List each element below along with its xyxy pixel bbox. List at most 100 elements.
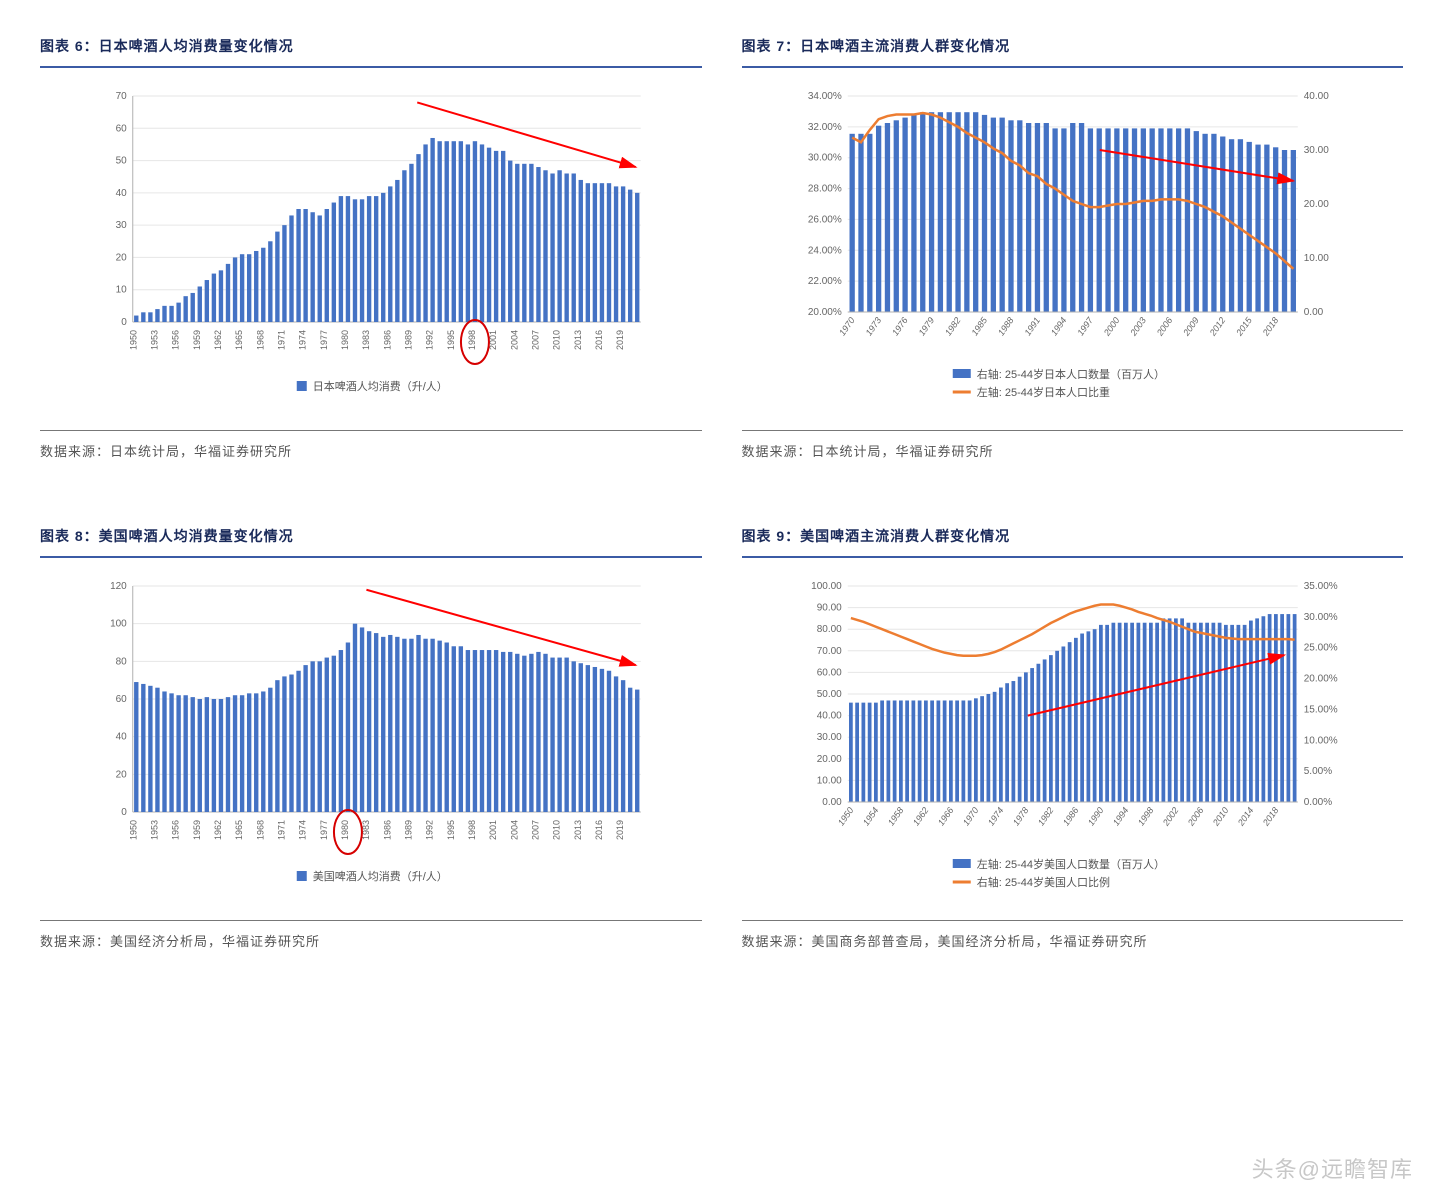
svg-text:1968: 1968 <box>255 820 265 840</box>
svg-text:50.00: 50.00 <box>816 689 841 700</box>
svg-text:40: 40 <box>116 732 128 743</box>
svg-text:2019: 2019 <box>615 330 625 350</box>
svg-text:1998: 1998 <box>467 820 477 840</box>
svg-text:左轴: 25-44岁美国人口数量（百万人）: 左轴: 25-44岁美国人口数量（百万人） <box>976 857 1164 871</box>
svg-text:1974: 1974 <box>985 805 1005 827</box>
svg-text:2015: 2015 <box>1233 315 1254 339</box>
svg-text:0.00%: 0.00% <box>1303 797 1331 808</box>
svg-text:1974: 1974 <box>298 330 308 350</box>
svg-text:美国啤酒人均消费（升/人）: 美国啤酒人均消费（升/人） <box>313 869 448 883</box>
svg-text:1971: 1971 <box>276 330 286 350</box>
svg-text:120: 120 <box>110 581 127 592</box>
svg-text:2004: 2004 <box>509 330 519 350</box>
source-text: 数据来源：日本统计局，华福证券研究所 <box>40 441 702 460</box>
svg-text:30.00%: 30.00% <box>1303 612 1337 623</box>
svg-text:1958: 1958 <box>885 805 905 827</box>
svg-text:1989: 1989 <box>403 820 413 840</box>
svg-text:10.00%: 10.00% <box>1303 735 1337 746</box>
svg-text:1994: 1994 <box>1048 315 1068 337</box>
svg-text:30.00%: 30.00% <box>807 153 841 164</box>
divider <box>742 430 1404 431</box>
svg-text:30: 30 <box>116 220 128 231</box>
panel-chart-6: 图表 6：日本啤酒人均消费量变化情况 010203040506070195019… <box>40 30 702 460</box>
svg-text:40.00: 40.00 <box>1303 91 1328 102</box>
svg-text:1956: 1956 <box>171 820 181 840</box>
svg-text:2014: 2014 <box>1235 805 1255 828</box>
svg-text:1989: 1989 <box>403 330 413 350</box>
svg-text:1968: 1968 <box>255 330 265 350</box>
svg-text:90.00: 90.00 <box>816 603 841 614</box>
svg-text:1980: 1980 <box>340 820 350 840</box>
svg-text:1954: 1954 <box>860 805 880 827</box>
svg-text:1986: 1986 <box>1060 805 1080 827</box>
svg-text:1977: 1977 <box>319 820 329 840</box>
divider <box>742 920 1404 921</box>
svg-text:80: 80 <box>116 656 128 667</box>
chart-9: 0.0010.0020.0030.0040.0050.0060.0070.008… <box>742 578 1404 898</box>
svg-text:20.00%: 20.00% <box>807 307 841 318</box>
svg-text:1965: 1965 <box>234 820 244 840</box>
divider <box>40 430 702 431</box>
svg-text:100: 100 <box>110 619 127 630</box>
svg-text:20.00%: 20.00% <box>1303 674 1337 685</box>
svg-text:0: 0 <box>121 807 127 818</box>
svg-text:2001: 2001 <box>488 820 498 840</box>
svg-text:25.00%: 25.00% <box>1303 643 1337 654</box>
svg-text:20.00: 20.00 <box>816 754 841 765</box>
svg-text:1992: 1992 <box>425 330 435 350</box>
svg-text:2007: 2007 <box>530 820 540 840</box>
svg-text:30.00: 30.00 <box>816 732 841 743</box>
svg-text:28.00%: 28.00% <box>807 184 841 195</box>
svg-text:2010: 2010 <box>552 820 562 840</box>
svg-text:10.00: 10.00 <box>1303 253 1328 264</box>
svg-text:1980: 1980 <box>340 330 350 350</box>
svg-text:32.00%: 32.00% <box>807 122 841 133</box>
svg-text:2018: 2018 <box>1260 805 1280 828</box>
source-text: 数据来源：美国经济分析局，华福证券研究所 <box>40 931 702 950</box>
svg-text:1979: 1979 <box>916 315 936 337</box>
svg-text:2012: 2012 <box>1207 315 1227 338</box>
svg-text:22.00%: 22.00% <box>807 276 841 287</box>
svg-text:1995: 1995 <box>446 330 456 350</box>
svg-text:1970: 1970 <box>837 315 857 337</box>
svg-text:26.00%: 26.00% <box>807 214 841 225</box>
svg-text:10.00: 10.00 <box>816 775 841 786</box>
svg-text:日本啤酒人均消费（升/人）: 日本啤酒人均消费（升/人） <box>313 379 448 393</box>
svg-text:0.00: 0.00 <box>1303 307 1323 318</box>
svg-text:100.00: 100.00 <box>811 581 842 592</box>
svg-text:60.00: 60.00 <box>816 667 841 678</box>
svg-text:1976: 1976 <box>890 315 910 337</box>
svg-text:70: 70 <box>116 91 128 102</box>
divider <box>40 920 702 921</box>
svg-text:1998: 1998 <box>467 330 477 350</box>
svg-text:50: 50 <box>116 156 128 167</box>
svg-text:60: 60 <box>116 123 128 134</box>
chart-title: 图表 6：日本啤酒人均消费量变化情况 <box>40 30 702 68</box>
svg-text:1994: 1994 <box>1110 805 1130 827</box>
svg-text:1990: 1990 <box>1085 805 1105 827</box>
svg-text:2018: 2018 <box>1260 315 1280 338</box>
chart-8: 0204060801001201950195319561959196219651… <box>40 578 702 898</box>
svg-text:1970: 1970 <box>960 805 980 827</box>
svg-text:1950: 1950 <box>128 820 138 840</box>
watermark: 头条@远瞻智库 <box>1252 1152 1413 1184</box>
svg-text:2013: 2013 <box>573 330 583 350</box>
svg-text:1959: 1959 <box>192 330 202 350</box>
svg-text:1986: 1986 <box>382 330 392 350</box>
svg-text:2019: 2019 <box>615 820 625 840</box>
svg-text:2013: 2013 <box>573 820 583 840</box>
svg-text:20.00: 20.00 <box>1303 199 1328 210</box>
svg-text:2016: 2016 <box>594 820 604 840</box>
svg-text:2009: 2009 <box>1180 315 1200 338</box>
source-text: 数据来源：美国商务部普查局，美国经济分析局，华福证券研究所 <box>742 931 1404 950</box>
svg-text:20: 20 <box>116 769 128 780</box>
chart-6: 0102030405060701950195319561959196219651… <box>40 88 702 408</box>
svg-text:2010: 2010 <box>1210 805 1230 828</box>
svg-text:1950: 1950 <box>128 330 138 350</box>
svg-text:2002: 2002 <box>1160 805 1180 828</box>
svg-text:30.00: 30.00 <box>1303 145 1328 156</box>
svg-text:40: 40 <box>116 188 128 199</box>
svg-text:1995: 1995 <box>446 820 456 840</box>
svg-text:0.00: 0.00 <box>822 797 842 808</box>
svg-text:1956: 1956 <box>171 330 181 350</box>
